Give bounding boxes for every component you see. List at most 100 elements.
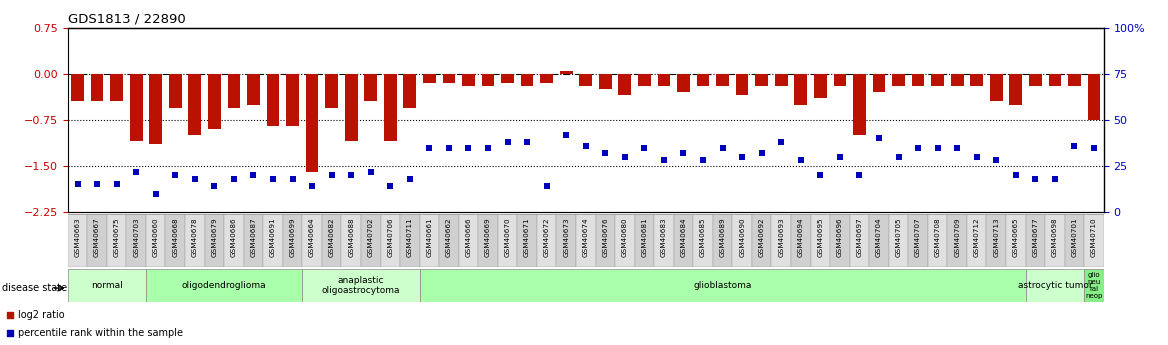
Point	[499, 139, 517, 145]
Bar	[579, 74, 592, 86]
Text: GSM40705: GSM40705	[896, 217, 902, 257]
Bar	[521, 74, 534, 86]
Point	[635, 145, 654, 150]
Text: GSM40688: GSM40688	[348, 217, 354, 257]
Bar	[951, 74, 964, 86]
Text: GSM40685: GSM40685	[700, 217, 705, 257]
Bar	[712, 214, 732, 267]
Text: GSM40713: GSM40713	[993, 217, 1000, 257]
Bar	[384, 74, 397, 141]
Text: GSM40693: GSM40693	[778, 217, 784, 257]
Point	[674, 150, 693, 156]
Text: GSM40670: GSM40670	[505, 217, 510, 257]
Text: GSM40695: GSM40695	[818, 217, 823, 257]
Bar	[68, 214, 88, 267]
Bar	[325, 74, 338, 108]
Bar	[423, 74, 436, 83]
Text: GSM40703: GSM40703	[133, 217, 139, 257]
Bar	[774, 74, 787, 86]
Text: GSM40671: GSM40671	[524, 217, 530, 257]
Text: GSM40673: GSM40673	[563, 217, 569, 257]
Point	[811, 172, 829, 178]
Text: GSM40708: GSM40708	[934, 217, 940, 257]
Text: GSM40674: GSM40674	[583, 217, 589, 257]
Bar	[228, 74, 241, 108]
Bar	[869, 214, 889, 267]
Bar	[677, 74, 690, 92]
Bar	[1045, 214, 1065, 267]
Bar	[559, 71, 572, 74]
Bar	[306, 74, 319, 172]
Text: GSM40675: GSM40675	[113, 217, 119, 257]
Point	[439, 145, 458, 150]
Bar	[146, 214, 166, 267]
Bar	[188, 74, 201, 135]
Bar	[1065, 214, 1084, 267]
Bar	[68, 269, 146, 302]
Bar	[263, 214, 283, 267]
Text: glio
neu
ral
neop: glio neu ral neop	[1085, 272, 1103, 299]
Bar	[736, 74, 749, 95]
Text: GSM40682: GSM40682	[328, 217, 335, 257]
Point	[889, 154, 908, 159]
Bar	[1026, 214, 1045, 267]
Point	[401, 176, 419, 182]
Text: glioblastoma: glioblastoma	[694, 281, 752, 290]
Bar	[459, 214, 478, 267]
Bar	[244, 214, 263, 267]
Point	[732, 154, 751, 159]
Bar	[638, 74, 651, 86]
Bar	[853, 74, 865, 135]
Point	[244, 172, 263, 178]
Bar	[716, 74, 729, 86]
Bar	[931, 74, 944, 86]
Point	[830, 154, 849, 159]
Bar	[345, 74, 357, 141]
Text: percentile rank within the sample: percentile rank within the sample	[18, 328, 183, 338]
Point	[987, 158, 1006, 163]
Bar	[248, 74, 259, 105]
Bar	[1029, 74, 1042, 86]
Bar	[517, 214, 537, 267]
Bar	[361, 214, 381, 267]
Bar	[303, 214, 322, 267]
Bar	[732, 214, 752, 267]
Point	[1085, 145, 1104, 150]
Bar	[834, 74, 847, 86]
Bar	[1009, 74, 1022, 105]
Bar	[341, 214, 361, 267]
Point	[146, 191, 165, 196]
Bar	[947, 214, 967, 267]
Bar	[439, 214, 459, 267]
Text: GSM40691: GSM40691	[270, 217, 276, 257]
Bar	[694, 214, 712, 267]
Text: GSM40704: GSM40704	[876, 217, 882, 257]
Bar	[990, 74, 1002, 101]
Bar	[169, 74, 181, 108]
Point	[714, 145, 732, 150]
Point	[616, 154, 634, 159]
Bar	[1087, 74, 1100, 120]
Text: GSM40663: GSM40663	[75, 217, 81, 257]
Bar	[208, 74, 221, 129]
Text: GSM40678: GSM40678	[192, 217, 197, 257]
Bar	[576, 214, 596, 267]
Point	[459, 145, 478, 150]
Bar	[364, 74, 377, 101]
Bar	[283, 214, 303, 267]
Bar	[1049, 74, 1062, 86]
Text: GSM40664: GSM40664	[310, 217, 315, 257]
Text: normal: normal	[91, 281, 123, 290]
Point	[1065, 143, 1084, 148]
Bar	[537, 214, 556, 267]
Point	[870, 136, 889, 141]
Text: GSM40687: GSM40687	[250, 217, 257, 257]
Point	[68, 182, 86, 187]
Bar	[266, 74, 279, 126]
Point	[206, 184, 224, 189]
Bar	[381, 214, 401, 267]
Bar	[1068, 74, 1080, 86]
Bar	[501, 74, 514, 83]
Text: GSM40707: GSM40707	[915, 217, 922, 257]
Text: GSM40680: GSM40680	[621, 217, 628, 257]
